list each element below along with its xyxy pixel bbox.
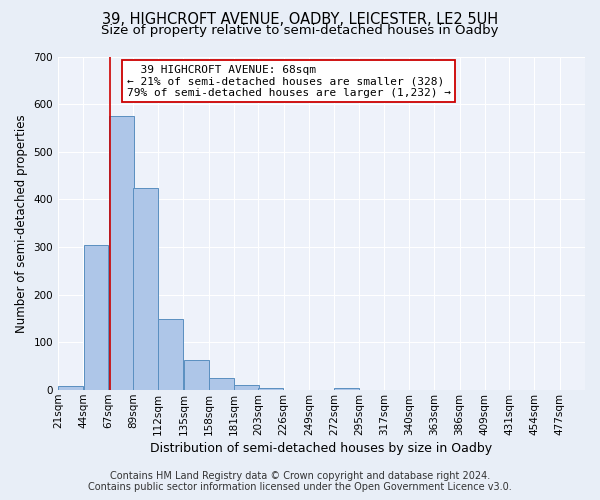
Y-axis label: Number of semi-detached properties: Number of semi-detached properties [15,114,28,332]
Bar [133,188,158,390]
Bar [109,116,134,390]
Bar [209,378,234,390]
Text: Size of property relative to semi-detached houses in Oadby: Size of property relative to semi-detach… [101,24,499,37]
Text: 39, HIGHCROFT AVENUE, OADBY, LEICESTER, LE2 5UH: 39, HIGHCROFT AVENUE, OADBY, LEICESTER, … [102,12,498,28]
Bar [259,388,283,390]
X-axis label: Distribution of semi-detached houses by size in Oadby: Distribution of semi-detached houses by … [151,442,493,455]
Bar [184,360,209,390]
Bar [58,386,83,390]
Text: 39 HIGHCROFT AVENUE: 68sqm
← 21% of semi-detached houses are smaller (328)
79% o: 39 HIGHCROFT AVENUE: 68sqm ← 21% of semi… [127,65,451,98]
Text: Contains HM Land Registry data © Crown copyright and database right 2024.
Contai: Contains HM Land Registry data © Crown c… [88,471,512,492]
Bar [83,245,109,390]
Bar [334,388,359,390]
Bar [158,318,183,390]
Bar [234,385,259,390]
